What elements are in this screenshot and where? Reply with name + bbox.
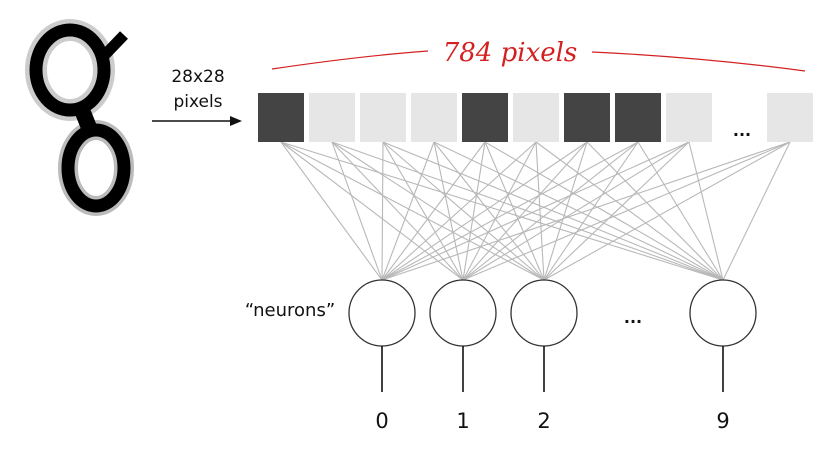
neuron-circle — [348, 279, 416, 347]
connection-line — [381, 141, 791, 281]
pixel-box-light — [411, 93, 457, 142]
connection-line — [543, 141, 690, 281]
connection-line — [462, 141, 486, 281]
input-unit-label: pixels — [173, 92, 222, 112]
connection-line — [535, 141, 724, 281]
neuron-circle — [510, 279, 578, 347]
connection-line — [280, 141, 383, 281]
connection-line — [484, 141, 545, 281]
connection-line — [381, 141, 690, 281]
pixel-box-light — [666, 93, 712, 142]
pixel-box-dark — [462, 93, 508, 142]
connection-line — [381, 141, 435, 281]
connection-line — [688, 141, 724, 281]
connection-line — [381, 141, 384, 281]
connections — [280, 141, 791, 281]
neurons-label: “neurons” — [245, 300, 335, 321]
connection-line — [543, 141, 588, 281]
pixel-box-light — [360, 93, 406, 142]
output-label: 0 — [375, 409, 388, 433]
connection-line — [331, 141, 464, 281]
neuron-circle — [689, 279, 757, 347]
connection-line — [331, 141, 545, 281]
connection-line — [462, 141, 588, 281]
connection-line — [280, 141, 464, 281]
output-label: 9 — [716, 409, 729, 433]
connection-line — [382, 141, 724, 281]
pixel-ellipsis: ... — [733, 121, 751, 140]
connection-line — [462, 141, 537, 281]
brace-left-line — [271, 50, 429, 70]
connection-line — [543, 141, 791, 281]
connection-line — [433, 141, 545, 281]
connection-line — [462, 141, 791, 281]
pixel-box-light — [513, 93, 559, 142]
connection-line — [484, 141, 724, 281]
connection-line — [331, 141, 383, 281]
pixel-box-light — [309, 93, 355, 142]
connection-line — [433, 141, 464, 281]
brace-label: 784 pixels — [443, 38, 578, 68]
connection-line — [433, 141, 724, 281]
connection-line — [543, 141, 639, 281]
connection-line — [331, 141, 724, 281]
connection-line — [381, 141, 537, 281]
connection-line — [381, 141, 639, 281]
digit-eight-image — [25, 19, 134, 216]
neuron-circle — [429, 279, 497, 347]
pixel-box-dark — [564, 93, 610, 142]
connection-line — [381, 141, 486, 281]
connection-line — [462, 141, 690, 281]
connection-line — [462, 141, 639, 281]
neuron-layer: 0 1 2 9 — [348, 279, 757, 433]
pixel-row — [258, 93, 813, 142]
output-label: 2 — [537, 409, 550, 433]
arrow-right-icon — [152, 116, 242, 126]
pixel-box-dark — [258, 93, 304, 142]
connection-line — [381, 141, 588, 281]
output-label: 1 — [456, 409, 469, 433]
input-size-label: 28x28 — [171, 67, 224, 87]
connection-line — [280, 141, 724, 281]
neuron-ellipsis: ... — [624, 308, 642, 327]
connection-line — [722, 141, 791, 281]
connection-line — [535, 141, 545, 281]
brace-right-line — [591, 51, 806, 72]
pixel-box-dark — [615, 93, 661, 142]
pixel-box-light — [767, 93, 813, 142]
